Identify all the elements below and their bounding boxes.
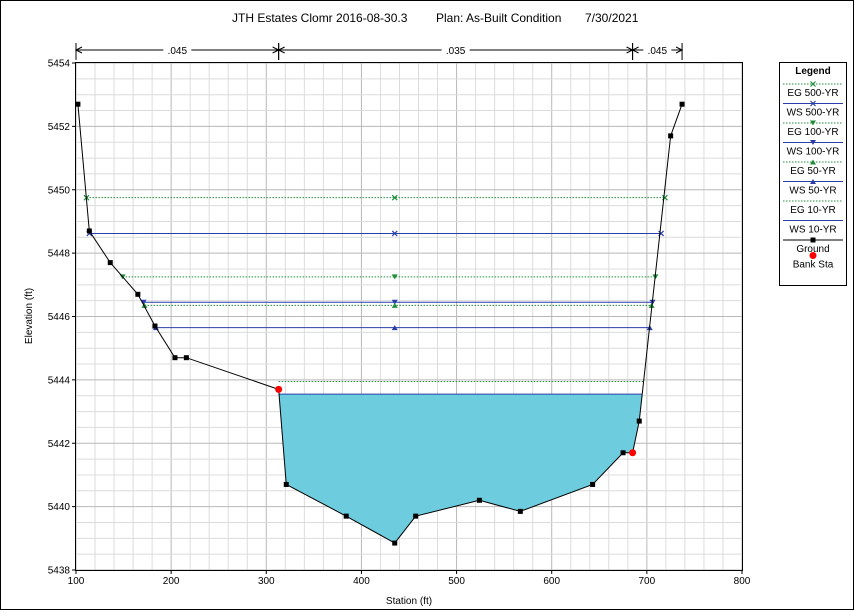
y-tick-label: 5446	[48, 312, 71, 323]
legend-label: WS 10-YR	[789, 225, 836, 236]
ground-point	[636, 418, 642, 424]
ground-point	[590, 481, 596, 487]
gridlines	[75, 62, 743, 571]
mannings-n-label: .045	[648, 46, 668, 57]
mannings-n-label: .045	[168, 46, 188, 57]
legend-title: Legend	[795, 66, 831, 77]
triangle-down-marker	[391, 274, 398, 280]
legend-box	[779, 62, 847, 286]
y-tick-label: 5440	[48, 502, 71, 513]
title-plan: Plan: As-Built Condition	[436, 11, 561, 25]
ground-profile	[75, 101, 685, 546]
legend-label: WS 50-YR	[789, 186, 836, 197]
ground-point	[413, 513, 419, 519]
y-tick-label: 5452	[48, 122, 71, 133]
y-tick-label: 5442	[48, 439, 71, 450]
water-fill	[279, 394, 643, 544]
x-marker	[810, 100, 816, 107]
ground-point	[107, 260, 113, 266]
ground-point	[183, 355, 189, 361]
title-date: 7/30/2021	[585, 11, 639, 25]
legend-label: Bank Sta	[793, 260, 834, 271]
triangle-up-marker	[810, 159, 816, 165]
triangle-down-marker	[391, 299, 398, 305]
bank-station-marker	[275, 385, 283, 393]
x-tick-label: 100	[68, 576, 85, 587]
axes: 100 200 300 400 500 600 700 800 5438 5440 5442 5444…	[48, 59, 751, 588]
legend-label: Ground	[796, 244, 829, 255]
bank-station-marker	[629, 449, 637, 457]
x-tick-label: 500	[448, 576, 465, 587]
y-axis-label: Elevation (ft)	[24, 288, 35, 344]
ground-point	[135, 291, 141, 297]
ground-point	[620, 450, 626, 456]
ground-point	[679, 101, 685, 107]
triangle-down-marker	[810, 140, 816, 145]
x-tick-label: 800	[734, 576, 751, 587]
y-tick-label: 5450	[48, 185, 71, 196]
legend-label: WS 500-YR	[787, 108, 840, 119]
ground-point	[172, 355, 178, 361]
triangle-up-marker	[141, 302, 148, 308]
x-tick-label: 200	[163, 576, 180, 587]
legend-label: EG 50-YR	[790, 166, 836, 177]
legend-label: WS 100-YR	[787, 147, 840, 158]
mannings-label-bg	[643, 43, 672, 56]
y-tick-label: 5438	[48, 566, 71, 577]
triangle-down-marker	[140, 299, 147, 305]
x-tick-label: 600	[543, 576, 560, 587]
x-tick-label: 700	[639, 576, 656, 587]
water-area-ws-10yr	[279, 394, 643, 544]
x-marker	[391, 194, 398, 201]
x-axis-label: Station (ft)	[386, 596, 432, 607]
mannings-label-bg	[163, 43, 192, 56]
ground-point	[343, 513, 349, 519]
x-marker	[810, 81, 816, 87]
triangle-up-marker	[391, 325, 398, 331]
ground-point	[517, 508, 523, 514]
legend-label: EG 100-YR	[787, 127, 838, 138]
legend-label: EG 500-YR	[787, 88, 838, 99]
legend-bank-marker	[809, 252, 817, 259]
mannings-n-label: .035	[446, 46, 466, 57]
ground-point	[392, 540, 398, 546]
triangle-up-marker	[391, 302, 398, 308]
mannings-label-bg	[441, 43, 470, 56]
x-tick-label: 300	[258, 576, 275, 587]
triangle-down-marker	[810, 120, 816, 126]
ground-point	[86, 228, 92, 234]
y-tick-label: 5454	[48, 59, 71, 70]
y-tick-label: 5448	[48, 249, 71, 260]
ground-point	[668, 133, 674, 139]
legend-label: EG 10-YR	[790, 205, 836, 216]
mannings-n-bar: .045 .035 .045	[74, 43, 684, 60]
x-tick-label: 400	[353, 576, 370, 587]
x-marker	[391, 230, 398, 237]
legend-ground-marker	[810, 237, 816, 243]
triangle-up-marker	[810, 179, 816, 184]
y-tick-label: 5444	[48, 375, 71, 386]
ground-point	[283, 481, 289, 487]
legend-items: EG 500-YR WS 500-YR EG 100-YR WS 100-YR EG 5…	[783, 81, 843, 271]
ground-point	[476, 497, 482, 503]
chart-title: JTH Estates Clomr 2016-08-30.3 Plan: As-…	[232, 11, 639, 25]
ground-point	[152, 323, 158, 329]
title-project: JTH Estates Clomr 2016-08-30.3	[232, 11, 408, 25]
ground-point	[75, 101, 81, 107]
legend: Legend EG 500-YR WS 500-YR EG 100-YR WS 100…	[779, 62, 847, 286]
